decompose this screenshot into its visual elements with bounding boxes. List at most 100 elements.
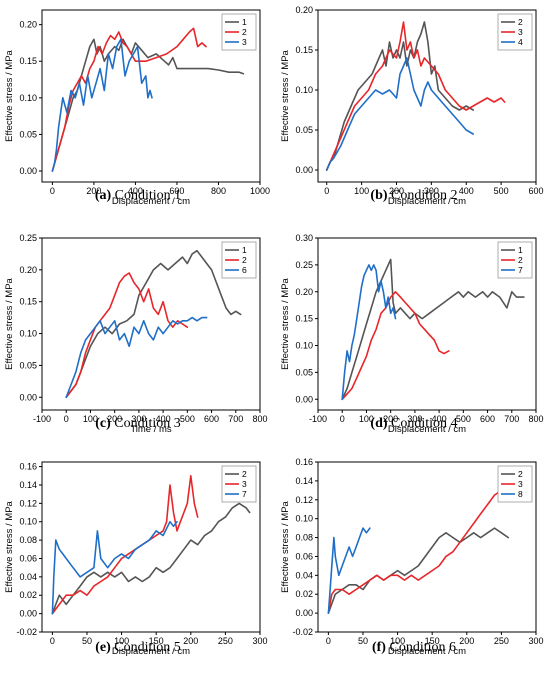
panel-caption: (e) Condition 5 (95, 640, 181, 655)
legend-label: 3 (242, 479, 247, 489)
plot-frame (41, 237, 261, 411)
y-tick-label: 0.00 (295, 394, 313, 404)
y-tick-label: 0.12 (19, 498, 37, 508)
x-tick-label: 0 (326, 636, 331, 646)
plot-frame (41, 9, 261, 183)
x-tick-label: 0 (50, 636, 55, 646)
series-line-2 (51, 27, 207, 172)
x-tick-label: 0 (340, 414, 345, 424)
y-tick-label: 0.16 (19, 462, 37, 472)
legend-label: 3 (518, 479, 523, 489)
x-tick-label: 500 (180, 414, 195, 424)
x-tick-label: 600 (480, 414, 495, 424)
series-line-2 (325, 21, 475, 171)
y-tick-label: 0.05 (295, 125, 313, 135)
y-tick-label: 0.10 (19, 517, 37, 527)
series-line-2 (51, 502, 251, 615)
x-tick-label: 0 (324, 186, 329, 196)
series-line-3 (325, 21, 506, 171)
caption-text: Condition 3 (111, 416, 181, 431)
caption-tag: (b) (370, 188, 387, 203)
y-axis-label: Effective stress / MPa (4, 500, 15, 592)
y-tick-label: 0.00 (19, 609, 37, 619)
plot-frame (41, 461, 261, 633)
caption-text: Condition 1 (111, 188, 181, 203)
x-tick-label: -100 (33, 414, 51, 424)
panel-caption: (c) Condition 3 (95, 416, 181, 431)
y-tick-label: 0.02 (19, 590, 37, 600)
legend-label: 4 (518, 37, 523, 47)
x-tick-label: -100 (309, 414, 327, 424)
series-line-1 (341, 258, 525, 401)
caption-text: Condition 2 (388, 188, 458, 203)
y-axis-label: Effective stress / MPa (4, 49, 15, 141)
x-axis-label: Displacement / cm (388, 424, 466, 435)
panel-caption: (a) Condition 1 (95, 188, 181, 203)
y-tick-label: 0.06 (295, 551, 313, 561)
y-axis-label: Effective stress / MPa (280, 500, 291, 592)
x-tick-label: 250 (494, 636, 509, 646)
chart-panel-3: -100 0 100 200 300 400 500 600 700 800 0.00 0.05 0.1… (4, 233, 268, 435)
series-line-3 (51, 38, 153, 172)
legend-label: 2 (242, 469, 247, 479)
x-axis-label: Displacement / cm (388, 646, 466, 657)
y-tick-label: 0.15 (295, 45, 313, 55)
x-axis-label: Displacement / cm (112, 196, 190, 207)
caption-tag: (d) (370, 416, 387, 431)
x-tick-label: 100 (359, 414, 374, 424)
x-tick-label: 1000 (250, 186, 270, 196)
y-tick-label: 0.20 (295, 287, 313, 297)
x-tick-label: 800 (211, 186, 226, 196)
x-tick-label: 300 (131, 414, 146, 424)
y-tick-label: 0.25 (19, 233, 37, 243)
x-tick-label: 300 (528, 636, 543, 646)
y-tick-label: 0.30 (295, 233, 313, 243)
plot-frame (317, 237, 537, 411)
caption-text: Condition 4 (388, 416, 458, 431)
series-line-2 (65, 272, 189, 399)
x-tick-label: 400 (459, 186, 474, 196)
x-tick-label: 50 (82, 636, 92, 646)
x-tick-label: 100 (114, 636, 129, 646)
legend-label: 2 (518, 17, 523, 27)
y-tick-label: -0.02 (16, 627, 37, 637)
y-tick-label: 0.05 (19, 360, 37, 370)
x-tick-label: 400 (128, 186, 143, 196)
y-tick-label: 0.05 (19, 129, 37, 139)
y-tick-label: -0.02 (292, 627, 313, 637)
series-line-7 (51, 520, 178, 615)
panel-caption: (b) Condition 2 (370, 188, 457, 203)
x-tick-label: 700 (228, 414, 243, 424)
x-axis-label: Displacement / cm (388, 196, 466, 207)
x-tick-label: 800 (252, 414, 267, 424)
legend-label: 7 (518, 265, 523, 275)
series-line-3 (327, 489, 503, 614)
y-tick-label: 0.14 (19, 480, 37, 490)
x-tick-label: 150 (425, 636, 440, 646)
x-tick-label: 150 (149, 636, 164, 646)
caption-tag: (c) (95, 416, 111, 431)
y-tick-label: 0.10 (19, 93, 37, 103)
legend-label: 2 (242, 27, 247, 37)
caption-tag: (f) (372, 640, 386, 655)
x-tick-label: 100 (354, 186, 369, 196)
y-tick-label: 0.04 (295, 570, 313, 580)
x-tick-label: 400 (156, 414, 171, 424)
x-tick-label: 500 (456, 414, 471, 424)
legend-label: 2 (242, 255, 247, 265)
y-tick-label: 0.15 (19, 56, 37, 66)
x-tick-label: 200 (389, 186, 404, 196)
y-tick-label: 0.08 (295, 533, 313, 543)
series-line-7 (341, 264, 397, 401)
y-tick-label: 0.20 (19, 265, 37, 275)
chart-panel-1: 0 200 400 600 800 1000 0.00 0.05 0.10 0.15 0.20 Dis… (4, 9, 270, 207)
x-tick-label: 0 (50, 186, 55, 196)
legend-label: 8 (518, 489, 523, 499)
x-tick-label: 700 (504, 414, 519, 424)
y-tick-label: 0.00 (295, 165, 313, 175)
x-tick-label: 250 (218, 636, 233, 646)
x-tick-label: 200 (107, 414, 122, 424)
x-tick-label: 300 (407, 414, 422, 424)
y-tick-label: 0.00 (295, 608, 313, 618)
